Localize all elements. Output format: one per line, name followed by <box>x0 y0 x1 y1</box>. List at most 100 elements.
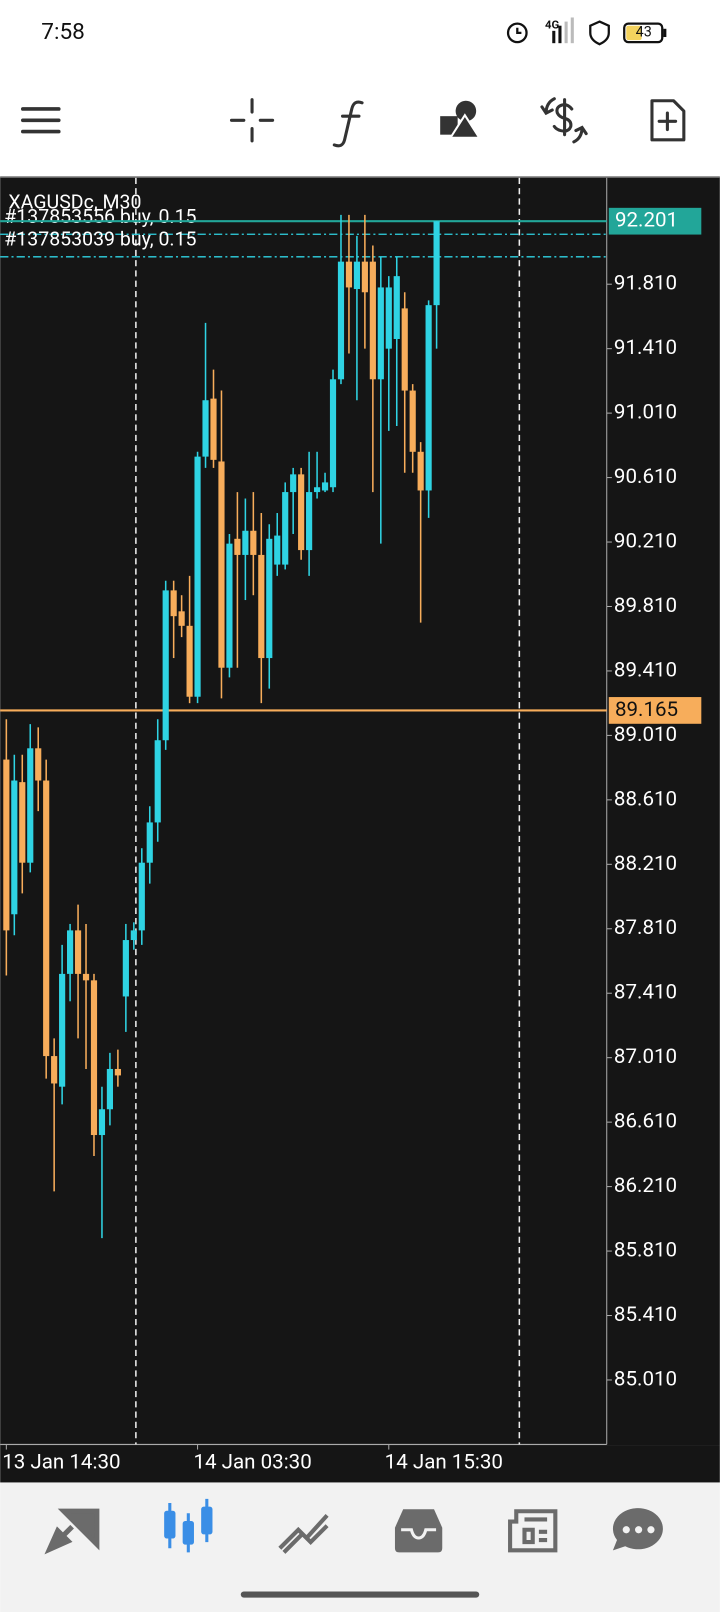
y-tick-label: 88.610 <box>614 787 677 811</box>
y-tick-label: 89.810 <box>614 594 677 618</box>
quotes-tab[interactable] <box>44 1508 100 1555</box>
candle-body <box>146 822 153 863</box>
quotes-icon <box>44 1508 100 1555</box>
x-tick-label: 14 Jan 15:30 <box>385 1450 503 1474</box>
crosshair-icon <box>229 98 275 143</box>
candle-body <box>154 740 161 823</box>
candle-body <box>138 862 145 931</box>
y-tick-label: 91.810 <box>614 272 677 296</box>
chart[interactable]: XAGUSDc, M30 91.810 91.410 91.010 90.610 90.… <box>0 176 720 1483</box>
new-order-button[interactable] <box>650 99 686 142</box>
dollar-icon <box>552 98 574 137</box>
candle-body <box>90 980 98 1136</box>
candle-body <box>114 1068 121 1076</box>
bottom-nav <box>0 1482 720 1612</box>
candle-body <box>74 930 82 974</box>
candle-body <box>170 590 177 617</box>
candle-body <box>282 492 289 565</box>
trade-tab-icon <box>278 1513 329 1554</box>
candle-body <box>234 538 241 555</box>
alarm-hands <box>516 27 522 35</box>
candle-body <box>250 530 257 555</box>
candle-body <box>266 538 273 659</box>
candle-body <box>162 590 169 741</box>
home-indicator <box>240 1591 480 1598</box>
signal-bar <box>570 17 574 44</box>
candle-body <box>393 276 400 339</box>
objects-button[interactable] <box>440 100 482 139</box>
candle-body <box>345 261 353 288</box>
chart-tab[interactable] <box>164 1498 213 1553</box>
y-tick-label: 85.010 <box>614 1367 677 1391</box>
status-time: 7:58 <box>41 18 85 45</box>
candle-body <box>3 759 10 931</box>
dot <box>622 1526 630 1534</box>
candle-body <box>226 543 233 668</box>
dot <box>647 1526 655 1534</box>
network-type: 4G <box>545 19 559 32</box>
candle-body <box>11 780 18 915</box>
y-tick-label: 86.210 <box>614 1174 677 1198</box>
battery-level-text: 43 <box>636 24 652 41</box>
dot <box>635 1526 643 1534</box>
x-tick-label: 14 Jan 03:30 <box>193 1450 311 1474</box>
y-tick-label: 89.410 <box>614 658 677 682</box>
candle-body <box>51 1056 58 1084</box>
y-tick-label: 87.810 <box>614 916 677 940</box>
y-tick-label: 85.810 <box>614 1238 677 1262</box>
signal-bar <box>564 21 568 44</box>
battery-outline <box>623 22 664 44</box>
y-tick-label: 87.010 <box>614 1045 677 1069</box>
history-tab-tray <box>401 1528 437 1540</box>
history-tab-icon <box>394 1509 443 1553</box>
candle-body <box>377 287 384 380</box>
candle-body <box>194 456 201 697</box>
x-tick-label: 13 Jan 14:30 <box>2 1450 120 1474</box>
y-tick-label: 91.010 <box>614 401 677 425</box>
news-tab[interactable] <box>508 1509 558 1553</box>
history-tab[interactable] <box>394 1509 443 1553</box>
candle-body <box>122 940 129 997</box>
trade-button[interactable] <box>540 97 588 144</box>
candle-body <box>274 535 281 565</box>
y-tick-label: 85.410 <box>614 1303 677 1327</box>
candle-body <box>433 221 440 306</box>
candle-body <box>27 748 34 863</box>
battery-level <box>626 25 642 41</box>
objects-icon-square <box>440 116 458 135</box>
candle-body <box>369 261 376 380</box>
trade-tab[interactable] <box>278 1513 329 1554</box>
messages-tab[interactable] <box>612 1508 663 1551</box>
candle-body <box>43 780 50 1057</box>
candle-body <box>258 554 265 659</box>
candle-body <box>106 1068 114 1110</box>
candle-body <box>409 390 416 452</box>
menu-icon <box>20 107 61 134</box>
candle-body <box>417 451 424 491</box>
plus-icon <box>657 111 678 132</box>
indicators-button[interactable] <box>332 100 364 148</box>
candle-body <box>401 308 408 391</box>
candle-body <box>35 748 42 781</box>
candle-body <box>321 482 329 491</box>
y-tick-label: 88.210 <box>614 852 677 876</box>
order-label: #137853556 buy, 0.15 <box>4 205 196 228</box>
price-label-box <box>608 207 702 235</box>
crosshair-button[interactable] <box>229 98 275 143</box>
signal-bar <box>558 25 562 44</box>
candle-body <box>337 261 345 380</box>
candle-body <box>353 261 360 290</box>
trade-arrows <box>540 97 588 144</box>
candle-body <box>82 973 90 981</box>
candle-body <box>186 625 193 697</box>
indicator-icon <box>332 100 364 148</box>
chart-background <box>0 176 720 1446</box>
y-tick-label: 90.210 <box>614 529 677 553</box>
battery-tip <box>663 28 667 38</box>
document-icon <box>650 99 686 142</box>
time-axis-background <box>0 1445 720 1483</box>
candle-body <box>329 379 337 488</box>
shield-icon <box>589 20 610 46</box>
menu-button[interactable] <box>20 107 61 134</box>
candle-body <box>242 530 249 555</box>
